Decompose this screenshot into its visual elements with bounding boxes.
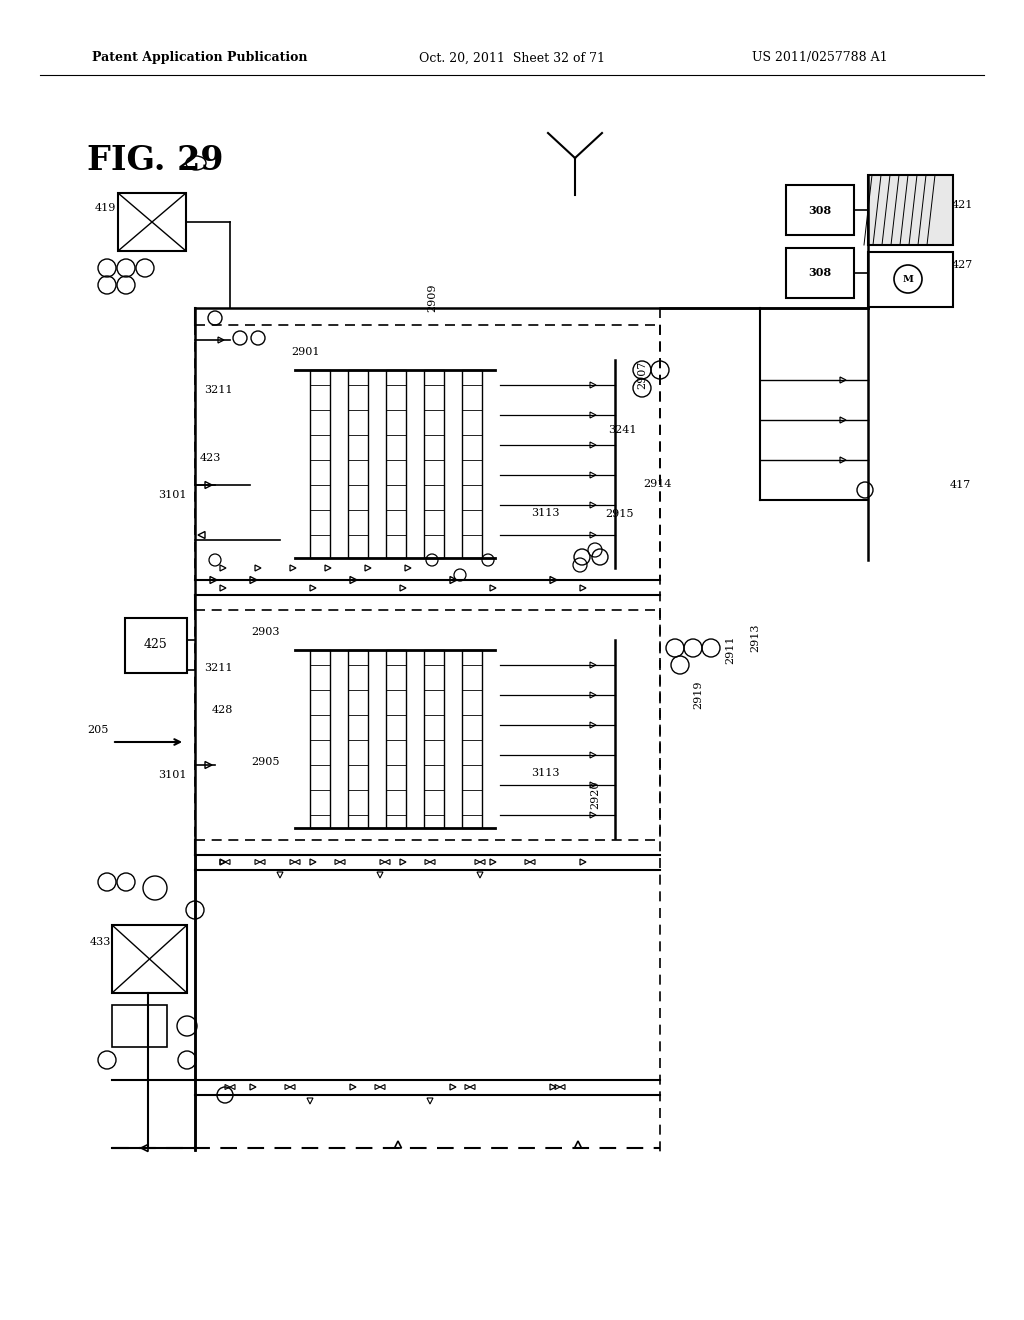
Text: 2901: 2901 — [291, 347, 319, 356]
Bar — [112, 925, 187, 993]
Bar — [118, 193, 186, 251]
Bar — [112, 1005, 167, 1047]
Text: 3113: 3113 — [530, 768, 559, 777]
Text: 2914: 2914 — [644, 479, 672, 488]
Text: 427: 427 — [951, 260, 973, 271]
Text: 2911: 2911 — [725, 636, 735, 664]
Bar — [348, 370, 368, 558]
Text: 423: 423 — [200, 453, 221, 463]
Text: 428: 428 — [211, 705, 232, 715]
Text: 205: 205 — [87, 725, 109, 735]
Text: 433: 433 — [89, 937, 111, 946]
Text: M: M — [902, 275, 913, 284]
Text: 2915: 2915 — [606, 510, 634, 519]
Text: 2913: 2913 — [750, 624, 760, 652]
Text: 421: 421 — [951, 201, 973, 210]
Text: 308: 308 — [808, 268, 831, 279]
Text: FIG. 29: FIG. 29 — [87, 144, 223, 177]
Text: 308: 308 — [808, 205, 831, 215]
Text: 2909: 2909 — [427, 284, 437, 313]
Bar — [462, 370, 482, 558]
Bar — [125, 618, 187, 673]
Text: 2905: 2905 — [252, 756, 281, 767]
Bar — [310, 370, 330, 558]
Text: 425: 425 — [144, 639, 168, 652]
Bar — [786, 185, 854, 235]
Bar — [868, 176, 953, 246]
Text: US 2011/0257788 A1: US 2011/0257788 A1 — [753, 51, 888, 65]
Text: 419: 419 — [94, 203, 116, 213]
Bar — [310, 649, 330, 828]
Bar — [424, 370, 444, 558]
Bar — [386, 370, 406, 558]
Bar — [348, 649, 368, 828]
Text: 3113: 3113 — [530, 508, 559, 517]
Text: 3101: 3101 — [158, 490, 186, 500]
Text: 2919: 2919 — [693, 681, 703, 709]
Text: 417: 417 — [949, 480, 971, 490]
Bar — [386, 649, 406, 828]
Text: 3241: 3241 — [608, 425, 636, 436]
Text: Patent Application Publication: Patent Application Publication — [92, 51, 308, 65]
Bar — [868, 252, 953, 308]
Bar — [462, 649, 482, 828]
Text: 2907: 2907 — [637, 360, 647, 389]
Text: 3101: 3101 — [158, 770, 186, 780]
Text: 2903: 2903 — [251, 627, 280, 638]
Text: 3211: 3211 — [204, 385, 232, 395]
Text: Oct. 20, 2011  Sheet 32 of 71: Oct. 20, 2011 Sheet 32 of 71 — [419, 51, 605, 65]
Text: 2920: 2920 — [590, 780, 600, 809]
Bar — [786, 248, 854, 298]
Text: 3211: 3211 — [204, 663, 232, 673]
Bar — [424, 649, 444, 828]
